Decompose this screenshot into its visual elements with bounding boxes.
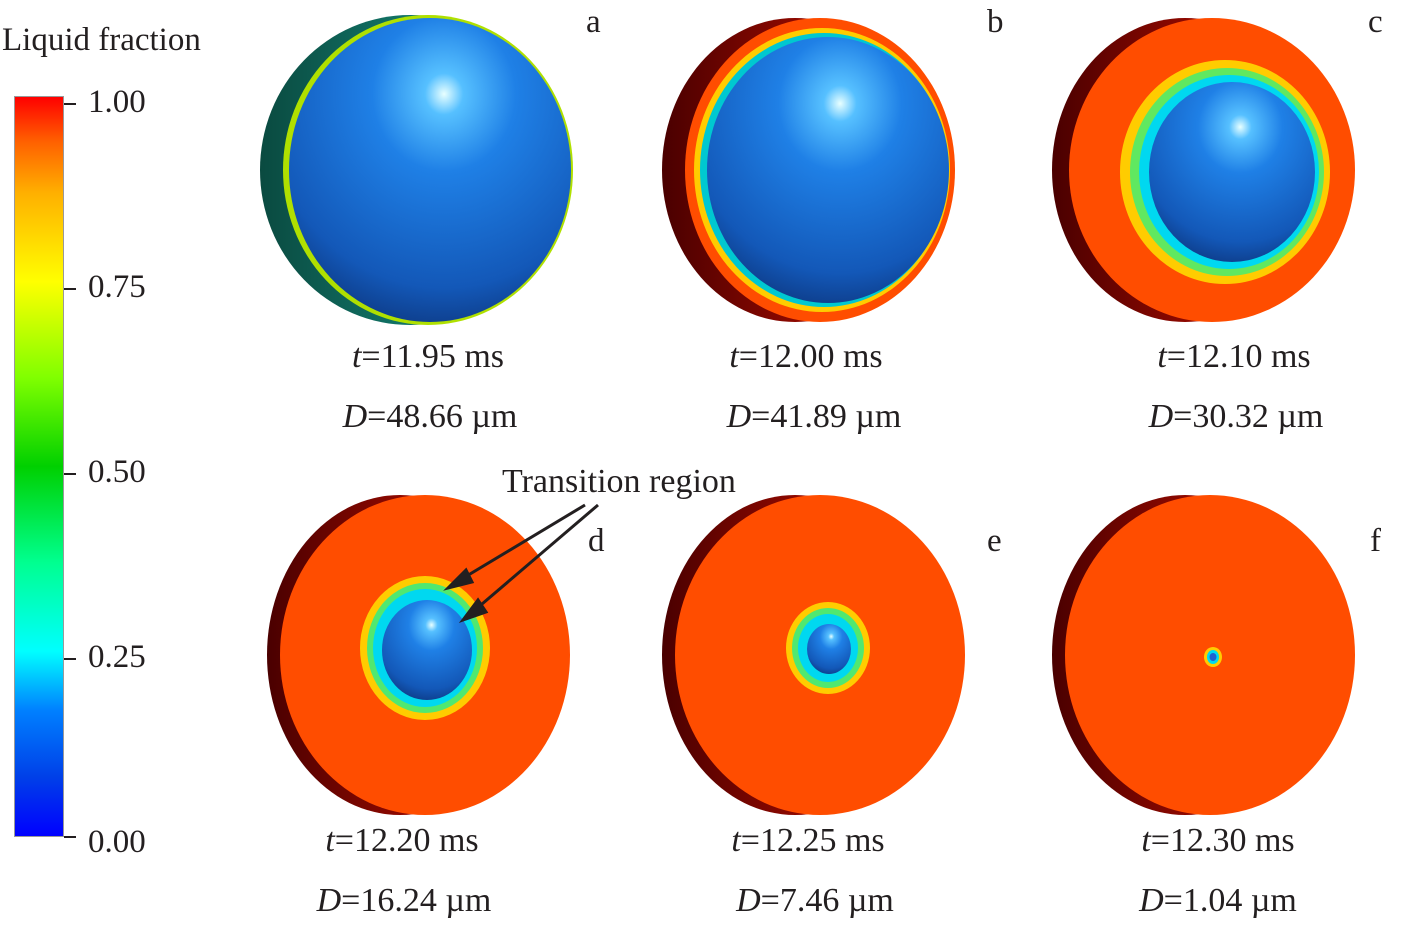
panel-c-rendering xyxy=(1052,18,1355,322)
panel-e-solid-core xyxy=(807,624,851,674)
panel-c-diameter: D=30.32 µm xyxy=(1148,398,1324,435)
colorbar-tick xyxy=(64,103,76,105)
panel-c-time: t=12.10 ms xyxy=(1157,338,1311,375)
transition-arrows xyxy=(443,503,599,624)
colorbar-title: Liquid fraction xyxy=(2,22,201,58)
panel-a-diameter: D=48.66 µm xyxy=(342,398,518,435)
panel-b-rendering xyxy=(662,18,955,322)
arrow-inner xyxy=(474,503,599,612)
panel-e-time: t=12.25 ms xyxy=(731,822,885,859)
panel-a-time: t=11.95 ms xyxy=(351,338,505,375)
colorbar-tick-label: 0.50 xyxy=(88,454,146,490)
panel-a-rendering xyxy=(260,15,573,325)
colorbar-tick xyxy=(64,836,76,838)
panel-d-label: d xyxy=(588,523,605,559)
panel-f-label: f xyxy=(1370,523,1381,559)
panel-d-diameter: D=16.24 µm xyxy=(316,882,492,919)
colorbar-tick-label: 0.25 xyxy=(88,639,146,675)
panel-c-label: c xyxy=(1368,4,1383,40)
panel-f-solid-core xyxy=(1209,653,1217,661)
colorbar xyxy=(14,96,64,837)
arrow-outer xyxy=(459,503,586,582)
panel-b-solid-core xyxy=(707,37,949,303)
transition-region-label: Transition region xyxy=(502,463,736,500)
panel-b-label: b xyxy=(987,4,1004,40)
panel-b-time: t=12.00 ms xyxy=(729,338,883,375)
colorbar-tick-label: 1.00 xyxy=(88,84,146,120)
arrow-inner-head xyxy=(458,597,489,624)
panel-a-label: a xyxy=(586,4,601,40)
colorbar-tick-label: 0.00 xyxy=(88,824,146,860)
colorbar-tick xyxy=(64,658,76,660)
colorbar-tick-label: 0.75 xyxy=(88,269,146,305)
panel-e-label: e xyxy=(987,523,1002,559)
panel-f-rendering xyxy=(1052,495,1355,815)
panel-b-diameter: D=41.89 µm xyxy=(726,398,902,435)
panel-f-diameter: D=1.04 µm xyxy=(1139,882,1297,919)
panel-a-solid-core xyxy=(289,18,571,322)
panel-d-time: t=12.20 ms xyxy=(325,822,479,859)
panel-f-time: t=12.30 ms xyxy=(1141,822,1295,859)
arrow-outer-head xyxy=(443,567,475,591)
panel-e-diameter: D=7.46 µm xyxy=(736,882,894,919)
colorbar-tick xyxy=(64,288,76,290)
panel-c-solid-core xyxy=(1149,82,1315,262)
colorbar-tick xyxy=(64,473,76,475)
panel-e-rendering xyxy=(662,495,965,815)
panel-d-solid-core xyxy=(382,600,472,700)
